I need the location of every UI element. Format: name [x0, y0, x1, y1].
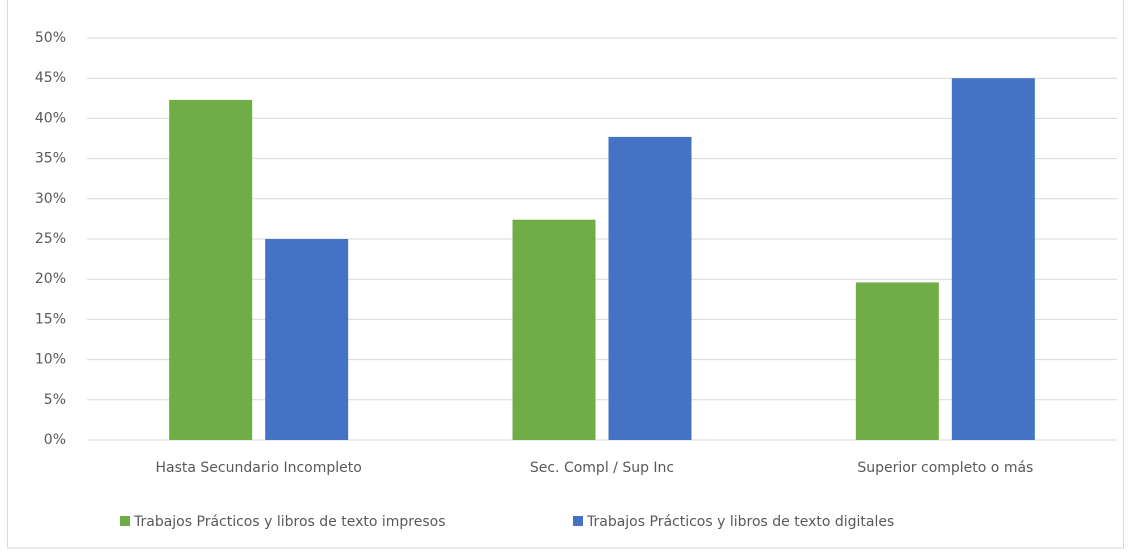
y-tick-label: 0% — [44, 432, 66, 448]
bar — [169, 99, 253, 441]
x-tick-label: Superior completo o más — [857, 460, 1033, 476]
y-tick-label: 40% — [35, 110, 66, 126]
legend-swatch — [120, 516, 130, 526]
y-tick-label: 35% — [35, 151, 66, 167]
y-tick-label: 5% — [44, 392, 66, 408]
legend-label: Trabajos Prácticos y libros de texto dig… — [586, 514, 894, 530]
bar — [265, 239, 349, 440]
x-tick-label: Sec. Compl / Sup Inc — [530, 460, 674, 476]
x-tick-label: Hasta Secundario Incompleto — [155, 460, 361, 476]
y-tick-label: 20% — [35, 271, 66, 287]
legend-label: Trabajos Prácticos y libros de texto imp… — [133, 514, 446, 530]
bar — [512, 219, 596, 440]
y-tick-label: 30% — [35, 191, 66, 207]
y-tick-label: 45% — [35, 70, 66, 86]
y-tick-label: 50% — [35, 30, 66, 46]
y-tick-label: 25% — [35, 231, 66, 247]
legend-swatch — [573, 516, 583, 526]
y-tick-label: 15% — [35, 311, 66, 327]
bar — [951, 78, 1035, 440]
bar — [608, 136, 692, 440]
y-tick-label: 10% — [35, 352, 66, 368]
bar — [855, 282, 939, 440]
